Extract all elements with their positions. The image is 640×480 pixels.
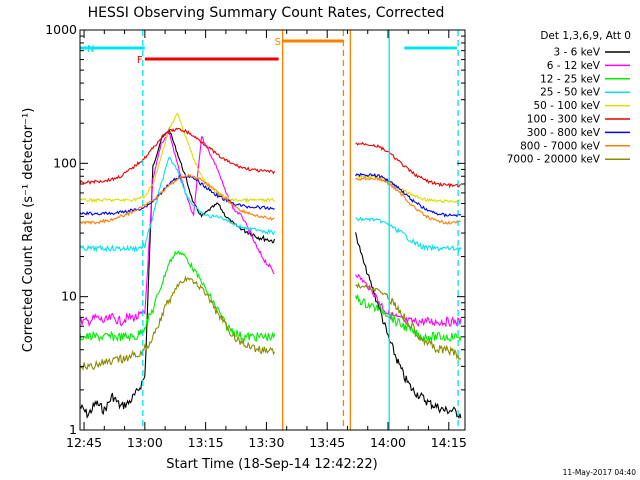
y-axis-label: Corrected Count Rate (s⁻¹ detector⁻¹) [21,108,36,353]
x-tick-label-5: 14:00 [370,435,406,450]
y-tick-label-3: 1000 [45,22,77,37]
legend-label-0: 3 - 6 keV [553,47,600,59]
observing-bar-label-f: F [137,55,143,66]
observing-bars: N F S [80,37,457,66]
observing-bar-label-s: S [275,37,281,48]
x-tick-label-2: 13:15 [188,435,224,450]
series-line-7 [79,173,462,225]
legend-label-1: 6 - 12 keV [547,60,601,72]
legend-label-5: 100 - 300 keV [527,114,601,126]
x-tick-label-6: 14:15 [431,435,467,450]
x-tick-label-1: 13:00 [127,435,163,450]
y-tick-label-1: 10 [61,289,77,304]
legend-label-7: 800 - 7000 keV [520,140,601,152]
legend-label-8: 7000 - 20000 keV [507,154,601,166]
x-tick-label-0: 12:45 [66,435,102,450]
series-line-1 [79,132,462,328]
legend-label-4: 50 - 100 keV [533,100,600,112]
plot-frame [79,29,466,431]
attenuator-lines [142,30,459,430]
series-line-4 [79,112,461,204]
x-axis-label: Start Time (18-Sep-14 12:42:22) [166,457,377,472]
series-line-5 [79,127,462,189]
series-line-3 [79,156,462,253]
series-lines [79,112,462,420]
legend-header: Det 1,3,6,9, Att 0 [540,30,631,42]
legend-label-2: 12 - 25 keV [540,73,601,85]
legend-label-3: 25 - 50 keV [540,87,601,99]
footer-timestamp: 11-May-2017 04:40 [563,468,637,477]
series-line-2 [79,249,462,344]
y-tick-label-2: 100 [53,155,77,170]
y-tick-label-0: 1 [69,422,77,437]
x-tick-label-3: 13:30 [248,435,284,450]
chart-title: HESSI Observing Summary Count Rates, Cor… [88,5,445,21]
observing-bar-label-n: N [87,44,94,55]
axes: 12:45 13:00 13:15 13:30 13:45 14:00 14:15 1 10 10… [45,22,467,450]
x-tick-label-4: 13:45 [309,435,345,450]
legend-label-6: 300 - 800 keV [527,127,601,139]
series-line-8 [79,275,462,371]
